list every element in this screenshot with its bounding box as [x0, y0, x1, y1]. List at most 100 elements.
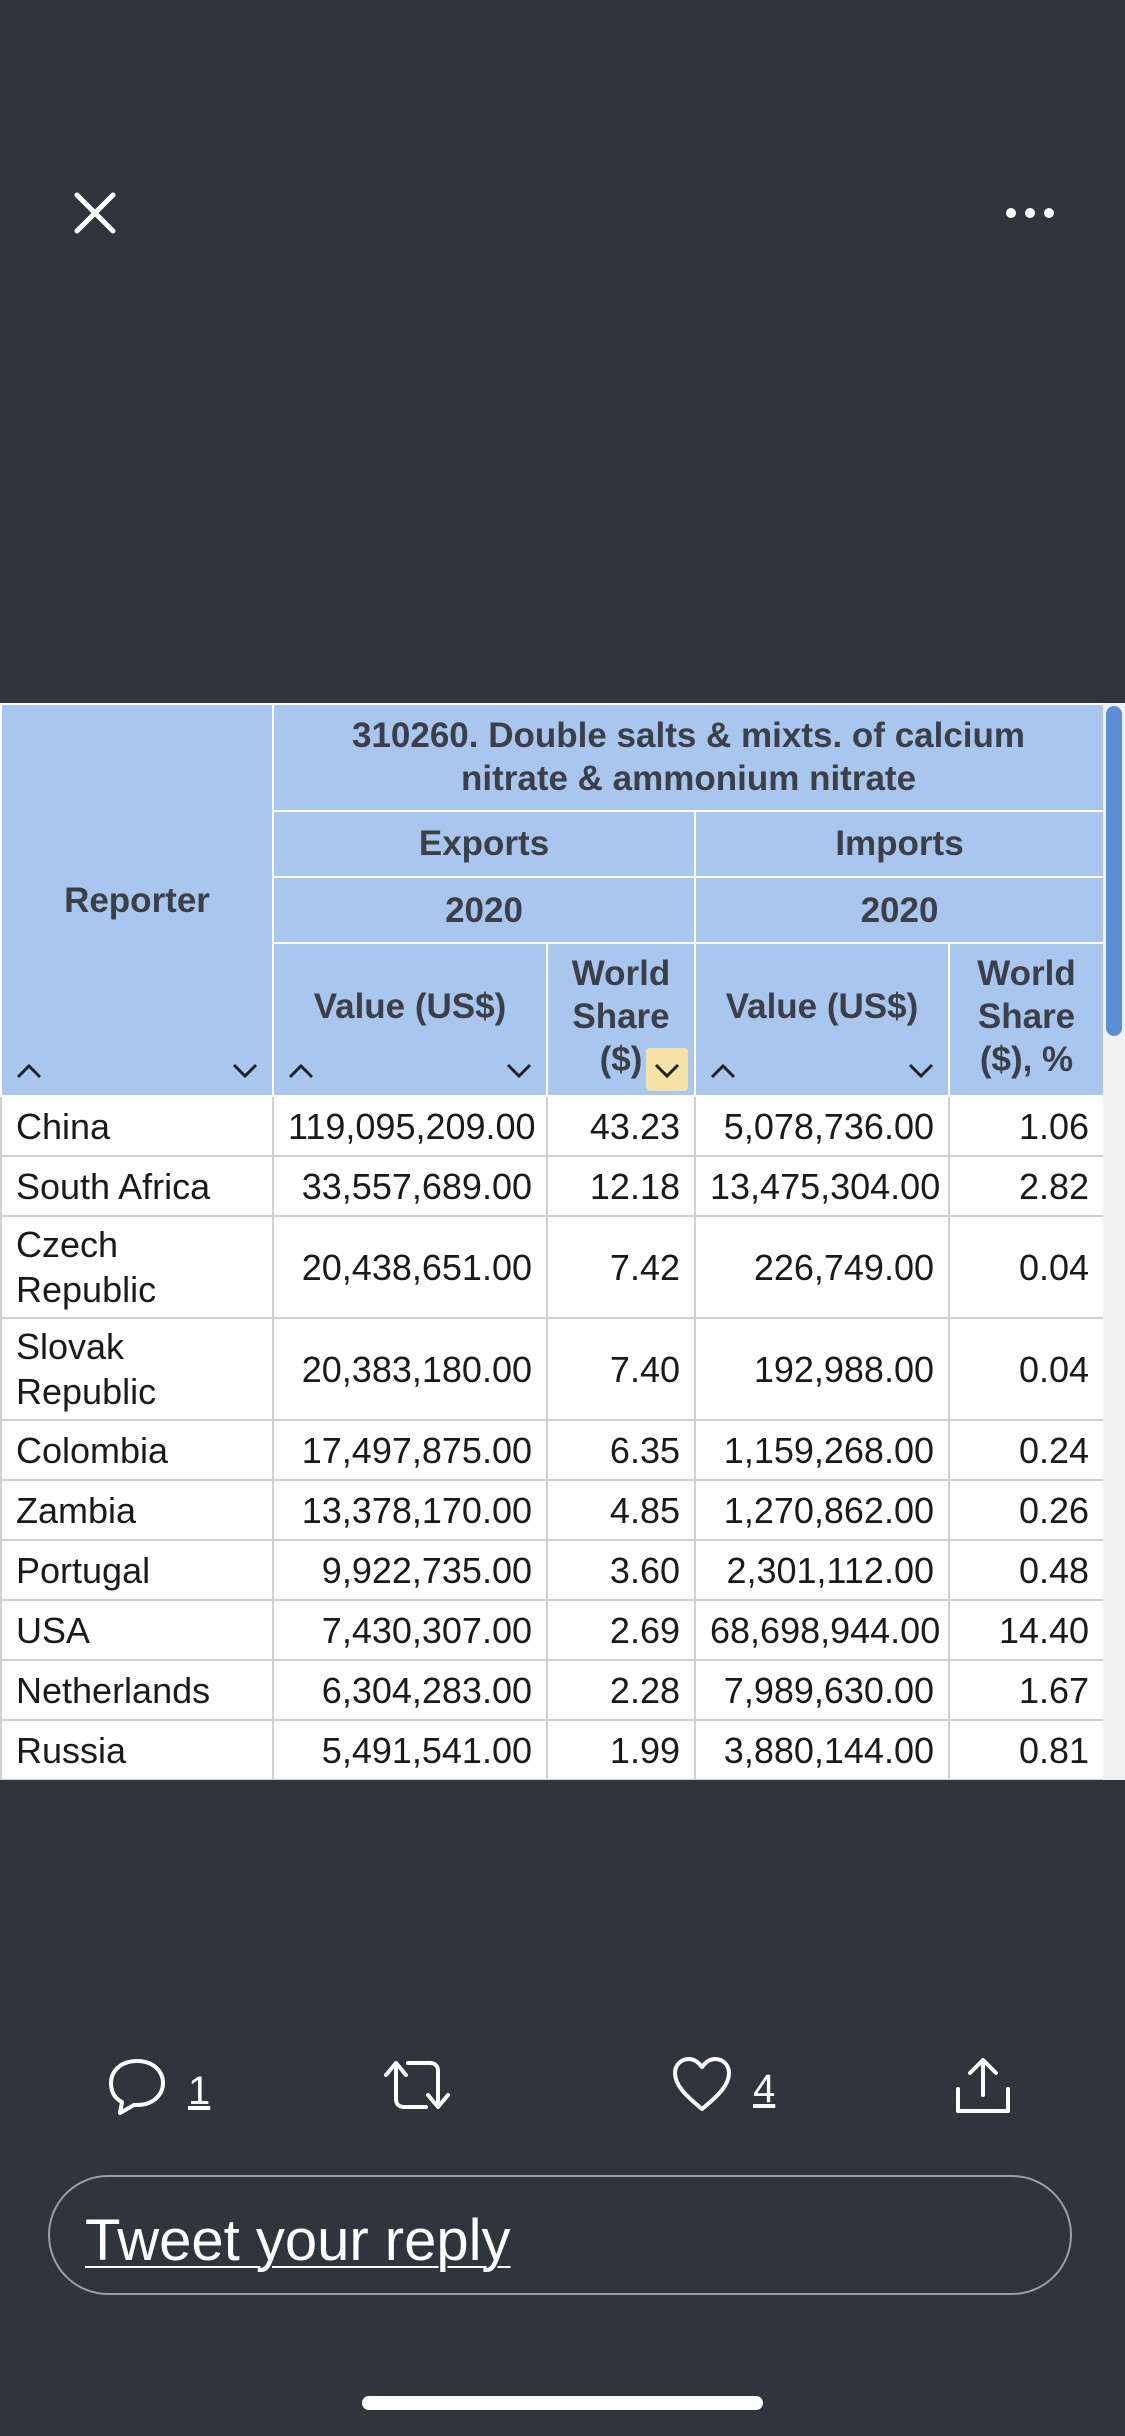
reporter-header-label: Reporter [64, 880, 210, 920]
exports-share-cell: 4.85 [546, 1479, 696, 1541]
exports-value-cell: 13,378,170.00 [272, 1479, 548, 1541]
retweet-button[interactable] [382, 2055, 452, 2125]
tweet-actions-bar: 1 4 [0, 2055, 1125, 2125]
exports-share-header[interactable]: World Share ($) [546, 942, 696, 1097]
close-icon [73, 191, 117, 240]
home-indicator[interactable] [362, 2396, 763, 2410]
imports-value-cell: 1,270,862.00 [694, 1479, 950, 1541]
reply-icon [106, 2055, 168, 2127]
product-header: 310260. Double salts & mixts. of calcium… [271, 703, 1106, 812]
imports-header: Imports [693, 809, 1106, 878]
table-row: Zambia 13,378,170.00 4.85 1,270,862.00 0.26 [0, 1479, 1106, 1541]
share-button[interactable] [952, 2055, 1014, 2127]
imports-share-cell: 1.06 [947, 1095, 1106, 1157]
table-row: Portugal 9,922,735.00 3.60 2,301,112.00 0.48 [0, 1539, 1106, 1601]
exports-value-label: Value (US$) [313, 987, 507, 1027]
retweet-icon [382, 2055, 452, 2125]
imports-value-header[interactable]: Value (US$) [694, 942, 950, 1097]
imports-share-cell: 0.81 [947, 1719, 1106, 1780]
reply-placeholder: Tweet your reply [85, 2208, 511, 2273]
imports-value-cell: 192,988.00 [694, 1317, 950, 1421]
sort-descending-icon[interactable] [906, 1048, 936, 1091]
exports-value-cell: 7,430,307.00 [272, 1599, 548, 1661]
exports-value-cell: 33,557,689.00 [272, 1155, 548, 1217]
imports-share-cell: 0.04 [947, 1215, 1106, 1319]
reply-input[interactable]: Tweet your reply [48, 2175, 1072, 2295]
heart-icon [671, 2055, 733, 2123]
exports-share-cell: 1.99 [546, 1719, 696, 1780]
sort-ascending-icon[interactable] [14, 1048, 44, 1091]
table-row: South Africa 33,557,689.00 12.18 13,475,304… [0, 1155, 1106, 1217]
reporter-cell: Zambia [0, 1479, 274, 1541]
exports-share-cell: 12.18 [546, 1155, 696, 1217]
exports-value-cell: 17,497,875.00 [272, 1419, 548, 1481]
imports-value-cell: 13,475,304.00 [694, 1155, 950, 1217]
imports-value-label: Value (US$) [725, 987, 919, 1027]
reporter-cell: Colombia [0, 1419, 274, 1481]
imports-share-cell: 0.04 [947, 1317, 1106, 1421]
sort-descending-icon[interactable] [230, 1048, 260, 1091]
reporter-cell: South Africa [0, 1155, 274, 1217]
like-button[interactable]: 4 [671, 2055, 775, 2123]
exports-value-cell: 9,922,735.00 [272, 1539, 548, 1601]
table-row: Colombia 17,497,875.00 6.35 1,159,268.00 0.2… [0, 1419, 1106, 1481]
exports-share-cell: 2.28 [546, 1659, 696, 1721]
reply-count: 1 [188, 2068, 211, 2113]
reporter-cell: Slovak Republic [0, 1317, 274, 1421]
exports-share-label: World Share ($) [571, 954, 671, 1080]
reporter-cell: Russia [0, 1719, 274, 1780]
reporter-cell: China [0, 1095, 274, 1157]
share-icon [952, 2055, 1014, 2127]
more-horizontal-icon [1005, 206, 1055, 224]
imports-value-cell: 5,078,736.00 [694, 1095, 950, 1157]
exports-value-cell: 6,304,283.00 [272, 1659, 548, 1721]
imports-year-header: 2020 [693, 875, 1106, 945]
imports-value-cell: 1,159,268.00 [694, 1419, 950, 1481]
exports-value-header[interactable]: Value (US$) [272, 942, 548, 1097]
table-row: Czech Republic 20,438,651.00 7.42 226,749.0… [0, 1215, 1106, 1319]
exports-share-cell: 2.69 [546, 1599, 696, 1661]
exports-header: Exports [272, 809, 696, 878]
exports-share-cell: 7.42 [546, 1215, 696, 1319]
exports-share-cell: 7.40 [546, 1317, 696, 1421]
table-row: Russia 5,491,541.00 1.99 3,880,144.00 0.81 [0, 1719, 1106, 1780]
exports-share-cell: 3.60 [546, 1539, 696, 1601]
sort-ascending-icon[interactable] [286, 1048, 316, 1091]
imports-share-cell: 0.48 [947, 1539, 1106, 1601]
reporter-cell: Netherlands [0, 1659, 274, 1721]
close-button[interactable] [60, 180, 130, 250]
imports-value-cell: 7,989,630.00 [694, 1659, 950, 1721]
sort-descending-active-icon[interactable] [646, 1048, 688, 1091]
more-options-button[interactable] [990, 180, 1070, 250]
exports-value-cell: 119,095,209.00 [272, 1095, 548, 1157]
imports-share-cell: 14.40 [947, 1599, 1106, 1661]
table-row: USA 7,430,307.00 2.69 68,698,944.00 14.40 [0, 1599, 1106, 1661]
exports-share-cell: 43.23 [546, 1095, 696, 1157]
exports-share-cell: 6.35 [546, 1419, 696, 1481]
sort-descending-icon[interactable] [504, 1048, 534, 1091]
imports-share-cell: 1.67 [947, 1659, 1106, 1721]
imports-value-cell: 2,301,112.00 [694, 1539, 950, 1601]
scrollbar-thumb[interactable] [1106, 706, 1122, 1036]
imports-share-cell: 2.82 [947, 1155, 1106, 1217]
sort-ascending-icon[interactable] [708, 1048, 738, 1091]
exports-year-header: 2020 [272, 875, 696, 945]
exports-value-cell: 20,383,180.00 [272, 1317, 548, 1421]
reporter-cell: Czech Republic [0, 1215, 274, 1319]
imports-share-label: World Share ($), % [977, 954, 1076, 1080]
tweet-media-image[interactable]: Reporter 310260. Double salts & mixts. o… [0, 703, 1125, 1780]
imports-share-header[interactable]: World Share ($), % [947, 942, 1106, 1097]
imports-share-cell: 0.26 [947, 1479, 1106, 1541]
imports-value-cell: 3,880,144.00 [694, 1719, 950, 1780]
table-row: Netherlands 6,304,283.00 2.28 7,989,630.00 1… [0, 1659, 1106, 1721]
reporter-header[interactable]: Reporter [0, 703, 274, 1097]
trade-table: Reporter 310260. Double salts & mixts. o… [0, 703, 1106, 1780]
like-count: 4 [753, 2066, 776, 2111]
reply-button[interactable]: 1 [106, 2055, 210, 2127]
exports-value-cell: 5,491,541.00 [272, 1719, 548, 1780]
reporter-cell: Portugal [0, 1539, 274, 1601]
reporter-cell: USA [0, 1599, 274, 1661]
imports-value-cell: 68,698,944.00 [694, 1599, 950, 1661]
table-row: China 119,095,209.00 43.23 5,078,736.00 1.06 [0, 1095, 1106, 1157]
imports-value-cell: 226,749.00 [694, 1215, 950, 1319]
